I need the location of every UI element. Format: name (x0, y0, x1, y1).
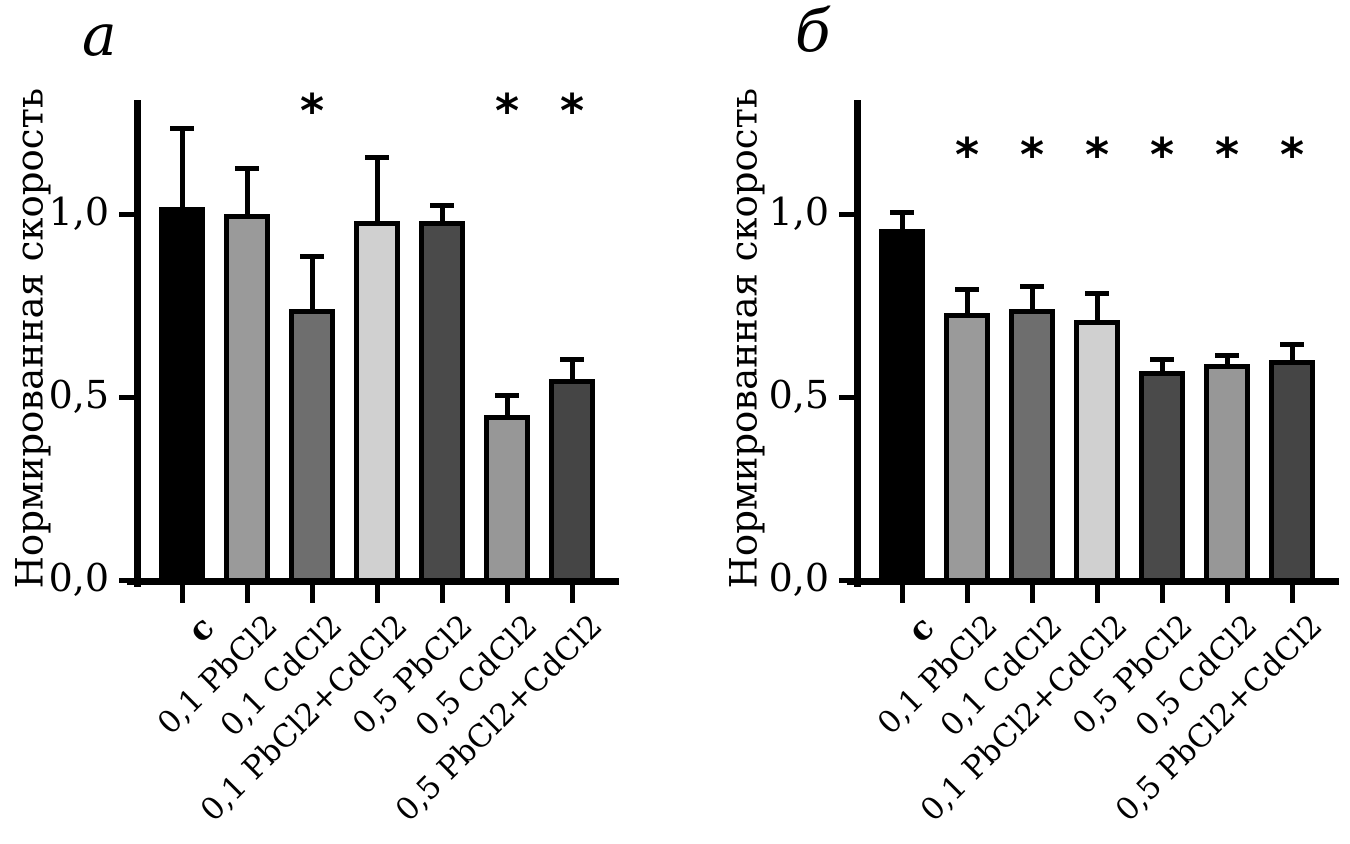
panel-a-title: а (82, 1, 117, 69)
error-bar-line-2 (244, 166, 250, 214)
bar-6 (484, 415, 530, 584)
significance-asterisk-3: * (299, 84, 325, 138)
x-tick-7 (1289, 585, 1295, 603)
x-axis (127, 578, 619, 585)
error-bar-cap-7 (560, 356, 584, 362)
error-bar-cap-2 (955, 287, 979, 293)
error-bar-cap-5 (1150, 356, 1174, 362)
y-axis (853, 100, 861, 587)
significance-asterisk-6: * (494, 84, 520, 138)
x-axis (847, 578, 1339, 585)
error-bar-cap-4 (365, 155, 389, 161)
y-tick-1 (838, 395, 854, 400)
error-bar-line-3 (309, 254, 315, 310)
x-tick-6 (1224, 585, 1230, 603)
x-tick-7 (569, 585, 575, 603)
x-tick-5 (1159, 585, 1165, 603)
error-bar-cap-5 (430, 203, 454, 209)
error-bar-cap-3 (300, 254, 324, 260)
error-bar-cap-1 (890, 210, 914, 216)
y-tick-label-1: 0,5 (768, 373, 829, 417)
error-bar-cap-6 (1215, 353, 1239, 359)
bar-2 (944, 312, 990, 584)
bar-5 (419, 221, 465, 584)
error-bar-line-7 (569, 356, 575, 379)
bar-3 (289, 309, 335, 584)
error-bar-line-1 (899, 210, 905, 229)
bar-3 (1009, 309, 1055, 584)
error-bar-line-4 (1094, 290, 1100, 321)
error-bar-line-4 (374, 155, 380, 222)
error-bar-cap-6 (495, 393, 519, 399)
y-tick-label-1: 0,5 (48, 373, 109, 417)
error-bar-cap-3 (1020, 283, 1044, 289)
significance-asterisk-5: * (1149, 128, 1175, 182)
significance-asterisk-7: * (1279, 128, 1305, 182)
bar-7 (549, 378, 595, 584)
error-bar-line-5 (1159, 356, 1165, 372)
error-bar-line-7 (1289, 342, 1295, 361)
error-bar-line-1 (179, 126, 185, 207)
x-tick-1 (179, 585, 185, 603)
x-tick-5 (439, 585, 445, 603)
significance-asterisk-2: * (954, 128, 980, 182)
bar-1 (159, 206, 205, 584)
significance-asterisk-3: * (1019, 128, 1045, 182)
bar-5 (1139, 371, 1185, 584)
error-bar-cap-4 (1085, 290, 1109, 296)
x-tick-6 (504, 585, 510, 603)
y-axis (133, 100, 141, 587)
y-tick-label-0: 0,0 (48, 556, 109, 600)
panel-b-title: б (795, 0, 831, 65)
x-category-label-1: с (899, 607, 942, 650)
x-tick-4 (374, 585, 380, 603)
y-tick-2 (118, 212, 134, 217)
y-tick-0 (118, 578, 134, 583)
error-bar-line-3 (1029, 283, 1035, 310)
x-tick-1 (899, 585, 905, 603)
significance-asterisk-6: * (1214, 128, 1240, 182)
x-tick-2 (964, 585, 970, 603)
y-tick-label-2: 1,0 (48, 190, 109, 234)
y-tick-label-0: 0,0 (768, 556, 829, 600)
error-bar-line-5 (439, 203, 445, 222)
error-bar-line-6 (1224, 353, 1230, 365)
significance-asterisk-4: * (1084, 128, 1110, 182)
x-tick-4 (1094, 585, 1100, 603)
y-tick-1 (118, 395, 134, 400)
bar-6 (1204, 364, 1250, 584)
y-tick-label-2: 1,0 (768, 190, 829, 234)
x-tick-3 (309, 585, 315, 603)
x-tick-3 (1029, 585, 1035, 603)
error-bar-line-6 (504, 393, 510, 416)
error-bar-cap-2 (235, 166, 259, 172)
error-bar-cap-1 (170, 126, 194, 132)
y-tick-2 (838, 212, 854, 217)
bar-1 (879, 228, 925, 584)
error-bar-line-2 (964, 287, 970, 313)
error-bar-cap-7 (1280, 342, 1304, 348)
bar-7 (1269, 360, 1315, 584)
bar-2 (224, 214, 270, 584)
x-tick-2 (244, 585, 250, 603)
y-tick-0 (838, 578, 854, 583)
significance-asterisk-7: * (559, 84, 585, 138)
bar-4 (1074, 320, 1120, 584)
